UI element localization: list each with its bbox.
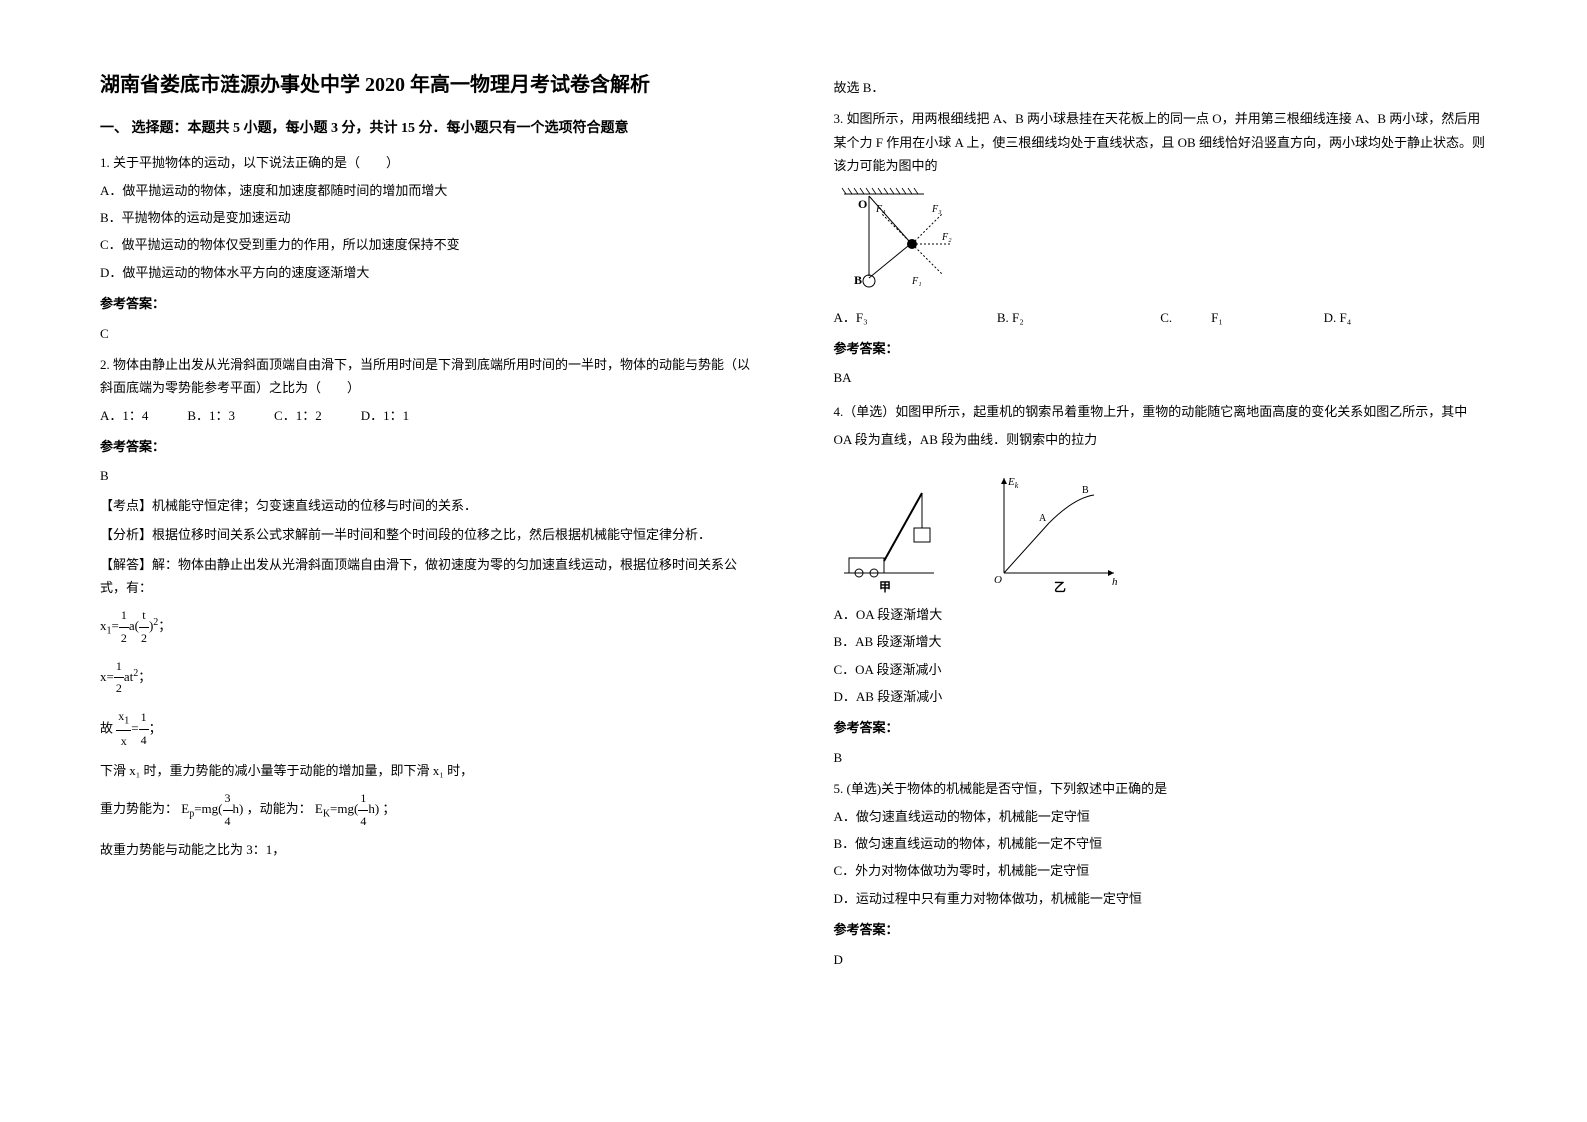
q4-answer: B [834, 746, 1488, 769]
q2-text-1: 下滑 x₁ 时，重力势能的减小量等于动能的增加量，即下滑 x₁ 时， [100, 759, 754, 782]
svg-text:B: B [854, 273, 862, 287]
svg-text:F₃: F₃ [931, 204, 942, 215]
svg-text:乙: 乙 [1054, 580, 1066, 593]
q3-answer-label: 参考答案： [834, 337, 1488, 360]
question-2: 2. 物体由静止出发从光滑斜面顶端自由滑下，当所用时间是下滑到底端所用时间的一半… [100, 353, 754, 862]
q3-answer: BA [834, 366, 1488, 389]
q2-answer: B [100, 464, 754, 487]
q2-point: 【考点】机械能守恒定律；匀变速直线运动的位移与时间的关系． [100, 494, 754, 517]
q4-answer-label: 参考答案： [834, 716, 1488, 739]
q5-answer-label: 参考答案： [834, 918, 1488, 941]
q5-answer: D [834, 948, 1488, 971]
q2-select: 故选 B． [834, 76, 1488, 99]
q3-options: A．F₃ B. F₂ C. F₁ D. F₄ [834, 306, 1488, 329]
q1-option-a: A．做平抛运动的物体，速度和加速度都随时间的增加而增大 [100, 179, 754, 202]
question-4: 4.（单选）如图甲所示，起重机的钢索吊着重物上升，重物的动能随它离地面高度的变化… [834, 398, 1488, 770]
section-1-header: 一、 选择题：本题共 5 小题，每小题 3 分，共计 15 分．每小题只有一个选… [100, 116, 754, 141]
q3-option-a: A．F₃ [834, 306, 997, 329]
q2-formula-2: x=12at2； [100, 656, 754, 700]
q5-option-a: A．做匀速直线运动的物体，机械能一定守恒 [834, 805, 1488, 828]
q3-option-c: C. F₁ [1160, 306, 1323, 329]
question-5: 5. (单选)关于物体的机械能是否守恒，下列叙述中正确的是 A．做匀速直线运动的… [834, 777, 1488, 971]
q5-option-b: B．做匀速直线运动的物体，机械能一定不守恒 [834, 832, 1488, 855]
svg-text:F₂: F₂ [941, 232, 952, 243]
q4-stem: 4.（单选）如图甲所示，起重机的钢索吊着重物上升，重物的动能随它离地面高度的变化… [834, 398, 1488, 455]
q4-option-b: B．AB 段逐渐增大 [834, 630, 1488, 653]
q3-option-d: D. F₄ [1324, 306, 1487, 329]
svg-text:F₁: F₁ [911, 276, 922, 287]
q2-answer-label: 参考答案： [100, 435, 754, 458]
q2-formula-4: 重力势能为： Ep=mg(34h) ，动能为： EK=mg(14h) ； [100, 788, 754, 832]
q1-answer-label: 参考答案： [100, 292, 754, 315]
q3-option-b: B. F₂ [997, 306, 1160, 329]
q2-formula-1: x1=12a(t2)2； [100, 605, 754, 649]
q4-option-c: C．OA 段逐渐减小 [834, 658, 1488, 681]
q2-formula-3: 故 x1x=14； [100, 706, 754, 753]
right-column: 故选 B． 3. 如图所示，用两根细线把 A、B 两小球悬挂在天花板上的同一点 … [794, 70, 1488, 1052]
q2-options: A．1：4 B．1：3 C．1：2 D．1：1 [100, 404, 754, 427]
q4-option-a: A．OA 段逐渐增大 [834, 603, 1488, 626]
q5-option-c: C．外力对物体做功为零时，机械能一定守恒 [834, 859, 1488, 882]
q4-option-d: D．AB 段逐渐减小 [834, 685, 1488, 708]
svg-text:甲: 甲 [879, 580, 891, 593]
svg-text:h: h [1112, 576, 1118, 588]
left-column: 湖南省娄底市涟源办事处中学 2020 年高一物理月考试卷含解析 一、 选择题：本… [100, 70, 794, 1052]
svg-text:O: O [994, 574, 1002, 586]
svg-text:F₄: F₄ [875, 204, 886, 215]
svg-text:B: B [1082, 485, 1089, 496]
q1-stem: 1. 关于平抛物体的运动，以下说法正确的是（ ） [100, 151, 754, 174]
q1-option-d: D．做平抛运动的物体水平方向的速度逐渐增大 [100, 261, 754, 284]
q1-option-c: C．做平抛运动的物体仅受到重力的作用，所以加速度保持不变 [100, 233, 754, 256]
question-1: 1. 关于平抛物体的运动，以下说法正确的是（ ） A．做平抛运动的物体，速度和加… [100, 151, 754, 345]
svg-text:O: O [858, 197, 867, 211]
q1-answer: C [100, 322, 754, 345]
exam-title: 湖南省娄底市涟源办事处中学 2020 年高一物理月考试卷含解析 [100, 70, 754, 100]
svg-text:A: A [1039, 513, 1047, 524]
q1-option-b: B．平抛物体的运动是变加速运动 [100, 206, 754, 229]
q3-stem: 3. 如图所示，用两根细线把 A、B 两小球悬挂在天花板上的同一点 O，并用第三… [834, 107, 1488, 177]
q2-solve: 【解答】解：物体由静止出发从光滑斜面顶端自由滑下，做初速度为零的匀加速直线运动，… [100, 553, 754, 600]
q5-stem: 5. (单选)关于物体的机械能是否守恒，下列叙述中正确的是 [834, 777, 1488, 800]
q5-option-d: D．运动过程中只有重力对物体做功，机械能一定守恒 [834, 887, 1488, 910]
q2-stem: 2. 物体由静止出发从光滑斜面顶端自由滑下，当所用时间是下滑到底端所用时间的一半… [100, 353, 754, 400]
q2-conclusion: 故重力势能与动能之比为 3：1， [100, 838, 754, 861]
svg-text:Ek: Ek [1007, 476, 1019, 490]
q4-diagram: 甲 Ek O h A B 乙 [834, 463, 1488, 595]
q2-analysis: 【分析】根据位移时间关系公式求解前一半时间和整个时间段的位移之比，然后根据机械能… [100, 523, 754, 546]
question-3: 3. 如图所示，用两根细线把 A、B 两小球悬挂在天花板上的同一点 O，并用第三… [834, 107, 1488, 389]
q3-diagram: O B F₄ F₃ F₂ F₁ [834, 186, 1488, 298]
